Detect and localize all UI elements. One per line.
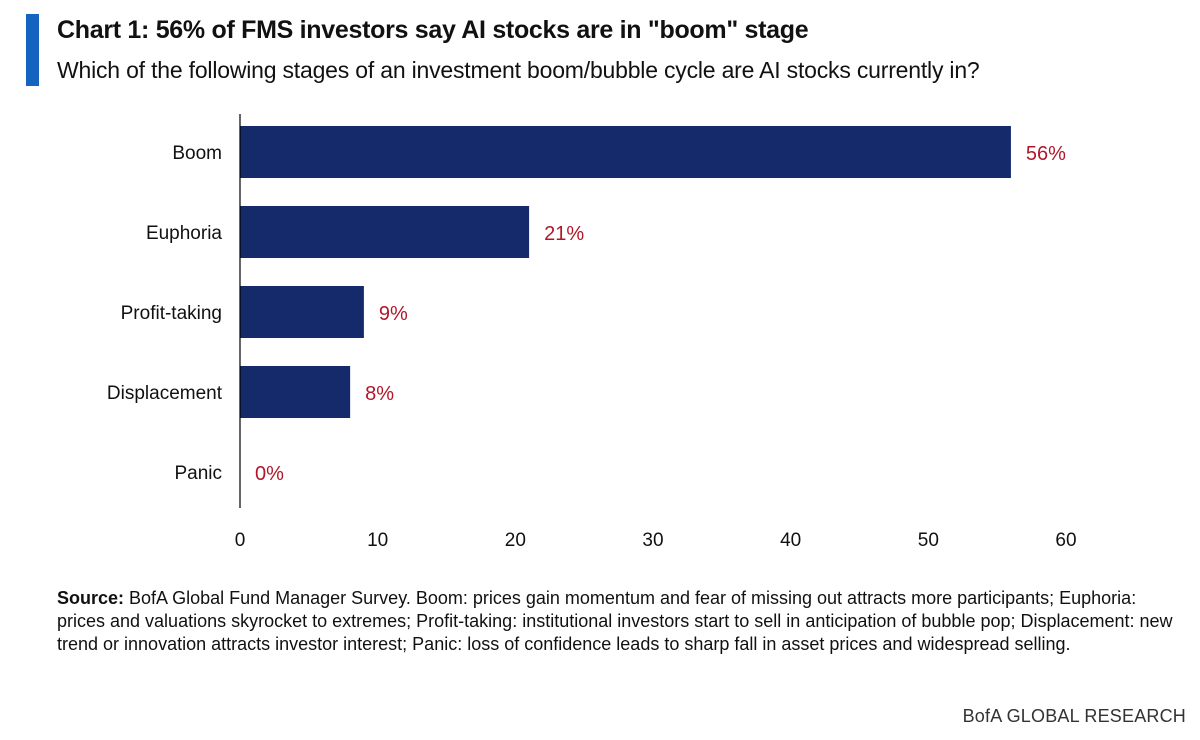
category-label: Displacement: [107, 383, 223, 404]
value-label: 56%: [1026, 143, 1066, 165]
title-accent-bar: [26, 14, 39, 86]
source-note: Source: BofA Global Fund Manager Survey.…: [57, 587, 1177, 656]
bar-displacement: [240, 366, 351, 418]
x-tick-label: 30: [642, 530, 663, 551]
value-label: 21%: [544, 223, 584, 245]
category-label: Profit-taking: [121, 303, 222, 324]
x-tick-label: 60: [1055, 530, 1076, 551]
bar-chart: Boom 56% Euphoria 21% Profit-taking 9% Displac…: [107, 114, 1077, 551]
value-label: 0%: [255, 463, 284, 485]
category-label: Boom: [172, 143, 222, 164]
brand-logo-text: BofA GLOBAL RESEARCH: [962, 706, 1186, 726]
source-text: BofA Global Fund Manager Survey. Boom: p…: [57, 588, 1173, 654]
category-label: Euphoria: [146, 223, 222, 244]
chart-title: Chart 1: 56% of FMS investors say AI sto…: [57, 16, 809, 44]
value-label: 9%: [379, 303, 408, 325]
bar-profit-taking: [240, 286, 364, 338]
value-label: 8%: [365, 383, 394, 405]
x-tick-label: 50: [918, 530, 939, 551]
x-tick-label: 0: [235, 530, 246, 551]
x-tick-label: 10: [367, 530, 388, 551]
x-tick-label: 40: [780, 530, 801, 551]
category-label: Panic: [174, 463, 222, 484]
source-label: Source:: [57, 588, 125, 608]
bar-euphoria: [240, 206, 530, 258]
chart-subtitle: Which of the following stages of an inve…: [57, 57, 980, 83]
x-tick-label: 20: [505, 530, 526, 551]
bar-boom: [240, 126, 1011, 178]
